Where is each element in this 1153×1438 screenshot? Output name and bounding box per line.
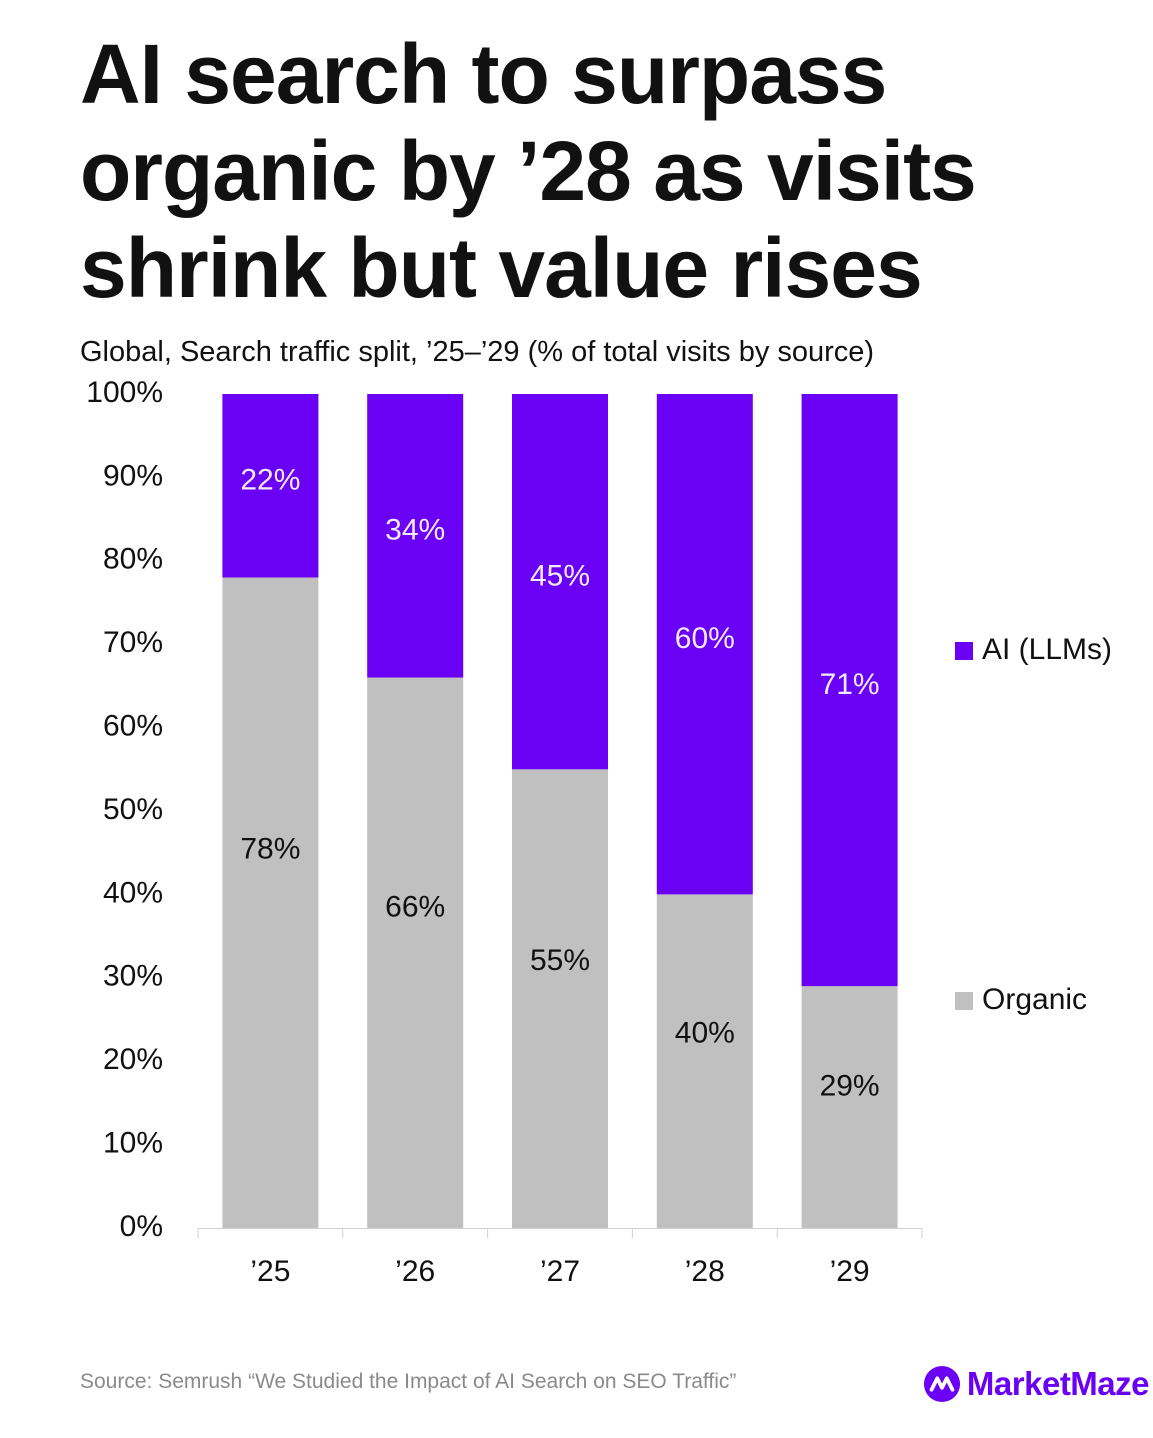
y-tick-label: 70% [103, 626, 163, 659]
data-label-ai: 60% [675, 622, 735, 655]
brand: MarketMaze [923, 1362, 1150, 1406]
chart-title: AI search to surpass organic by ’28 as v… [80, 26, 1120, 317]
y-tick-label: 0% [120, 1210, 163, 1243]
data-label-ai: 45% [530, 560, 590, 593]
bar-organic [222, 577, 319, 1228]
y-tick-label: 90% [103, 459, 163, 492]
marketmaze-logo-icon [923, 1365, 960, 1403]
chart-title-line-3: shrink but value rises [80, 221, 923, 315]
bar-organic [656, 894, 753, 1228]
data-label-organic: 66% [385, 891, 445, 924]
data-label-ai: 71% [820, 668, 880, 701]
bar-ai [656, 394, 753, 895]
y-tick-label: 20% [103, 1043, 163, 1076]
chart-subtitle: Global, Search traffic split, ’25–’29 (%… [80, 336, 875, 368]
stacked-bar-chart: 0% 10% 20% 30% 40% 50% 60% 70% 80% 90% 100% 78% 22% ’… [86, 376, 1112, 1288]
data-label-ai: 34% [385, 514, 445, 547]
bar-organic [512, 769, 608, 1228]
x-tick-label: ’28 [685, 1255, 725, 1288]
x-tick-label: ’29 [830, 1255, 870, 1288]
x-tick-label: ’25 [250, 1255, 290, 1288]
y-tick-label: 60% [103, 710, 163, 743]
chart-title-line-2: organic by ’28 as visits [80, 124, 977, 218]
data-label-organic: 29% [820, 1070, 880, 1103]
data-label-organic: 55% [530, 944, 590, 977]
bar-organic [367, 677, 464, 1228]
legend-swatch [955, 992, 973, 1010]
y-tick-label: 50% [103, 793, 163, 826]
source-note: Source: Semrush “We Studied the Impact o… [80, 1370, 737, 1393]
data-label-organic: 40% [675, 1016, 735, 1049]
bar-ai [222, 394, 319, 578]
y-tick-label: 10% [103, 1127, 163, 1160]
y-tick-label: 40% [103, 876, 163, 909]
chart-title-line-1: AI search to surpass [80, 27, 887, 121]
data-label-ai: 22% [240, 464, 300, 497]
brand-name: MarketMaze [966, 1365, 1150, 1402]
y-tick-label: 30% [103, 960, 163, 993]
legend-label: Organic [982, 983, 1087, 1016]
bar-ai [367, 394, 464, 678]
x-tick-label: ’27 [540, 1255, 580, 1288]
bar-ai [512, 394, 608, 770]
y-tick-label: 100% [86, 376, 163, 409]
bar-organic [801, 986, 898, 1228]
bar-ai [801, 394, 898, 987]
x-tick-label: ’26 [395, 1255, 435, 1288]
legend-label: AI (LLMs) [982, 633, 1112, 666]
data-label-organic: 78% [240, 833, 300, 866]
y-tick-label: 80% [103, 543, 163, 576]
legend-swatch [955, 642, 973, 660]
